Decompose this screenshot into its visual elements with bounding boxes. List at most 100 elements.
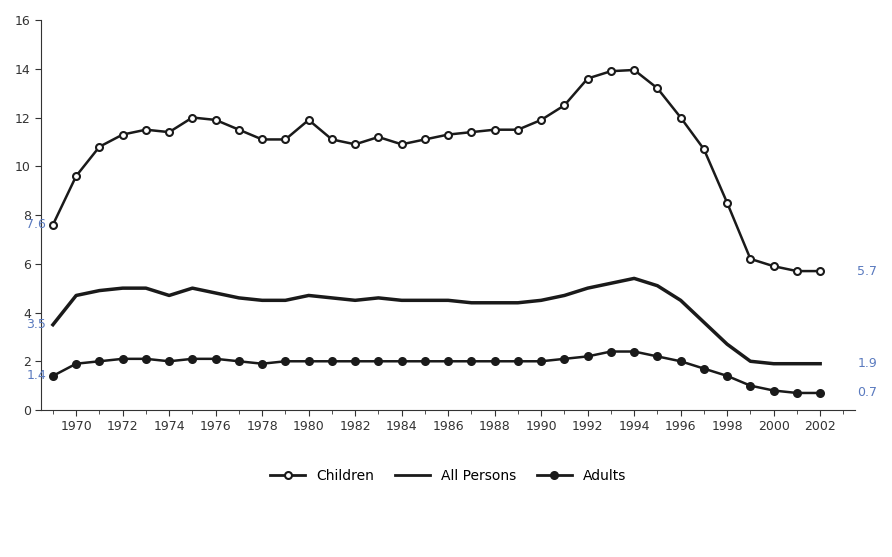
Adults xyxy=(442,358,453,365)
Adults xyxy=(745,382,756,389)
Children xyxy=(606,68,616,75)
Adults xyxy=(629,348,640,355)
Children xyxy=(373,134,384,140)
All Persons xyxy=(419,297,430,304)
Text: 7.6: 7.6 xyxy=(26,218,46,231)
All Persons xyxy=(675,297,686,304)
All Persons xyxy=(326,295,337,301)
Adults xyxy=(47,373,58,379)
All Persons xyxy=(187,285,198,291)
Children xyxy=(164,129,175,135)
All Persons xyxy=(164,292,175,299)
Children xyxy=(768,263,779,270)
Children xyxy=(234,126,244,133)
All Persons xyxy=(442,297,453,304)
Adults xyxy=(373,358,384,365)
All Persons xyxy=(303,292,314,299)
Children xyxy=(350,141,360,148)
Children xyxy=(536,116,547,123)
Adults xyxy=(396,358,407,365)
Children xyxy=(513,126,524,133)
All Persons xyxy=(652,282,663,289)
Adults xyxy=(234,358,244,365)
All Persons xyxy=(791,360,802,367)
Children xyxy=(211,116,221,123)
Adults xyxy=(419,358,430,365)
Adults xyxy=(513,358,524,365)
Adults xyxy=(582,353,593,360)
All Persons xyxy=(582,285,593,291)
All Persons xyxy=(70,292,81,299)
Children xyxy=(722,199,732,206)
Adults xyxy=(164,358,175,365)
Adults xyxy=(94,358,104,365)
Children xyxy=(47,222,58,228)
All Persons xyxy=(698,319,709,326)
Text: 1.4: 1.4 xyxy=(26,369,46,383)
Children xyxy=(396,141,407,148)
All Persons xyxy=(373,295,384,301)
Text: 3.5: 3.5 xyxy=(26,318,46,331)
All Persons xyxy=(211,290,221,296)
All Persons xyxy=(141,285,152,291)
All Persons xyxy=(606,280,616,287)
All Persons xyxy=(559,292,570,299)
Children xyxy=(257,136,268,143)
Adults xyxy=(536,358,547,365)
Children xyxy=(490,126,500,133)
Adults xyxy=(490,358,500,365)
All Persons xyxy=(280,297,291,304)
Adults xyxy=(187,355,198,362)
Children xyxy=(70,173,81,179)
Line: Adults: Adults xyxy=(49,348,823,397)
Adults xyxy=(814,390,825,397)
Children xyxy=(326,136,337,143)
All Persons xyxy=(536,297,547,304)
Adults xyxy=(698,365,709,372)
Adults xyxy=(70,360,81,367)
All Persons xyxy=(768,360,779,367)
Adults xyxy=(768,387,779,394)
Adults xyxy=(675,358,686,365)
All Persons xyxy=(745,358,756,365)
All Persons xyxy=(47,321,58,328)
Adults xyxy=(722,373,732,379)
All Persons xyxy=(234,295,244,301)
All Persons xyxy=(350,297,360,304)
Children xyxy=(187,114,198,121)
Text: 0.7: 0.7 xyxy=(857,387,878,399)
Children xyxy=(791,268,802,275)
All Persons xyxy=(490,300,500,306)
Adults xyxy=(559,355,570,362)
Children xyxy=(94,143,104,150)
All Persons xyxy=(466,300,476,306)
Adults xyxy=(606,348,616,355)
Adults xyxy=(141,355,152,362)
Adults xyxy=(118,355,128,362)
Adults xyxy=(211,355,221,362)
Text: 1.9: 1.9 xyxy=(857,357,877,370)
All Persons xyxy=(629,275,640,282)
Children xyxy=(442,131,453,138)
Adults xyxy=(791,390,802,397)
All Persons xyxy=(513,300,524,306)
All Persons xyxy=(257,297,268,304)
Children xyxy=(466,129,476,135)
Children xyxy=(629,67,640,74)
Children xyxy=(814,268,825,275)
Line: Children: Children xyxy=(49,66,823,275)
Children xyxy=(675,114,686,121)
All Persons xyxy=(396,297,407,304)
Children xyxy=(652,85,663,91)
All Persons xyxy=(94,287,104,294)
Adults xyxy=(652,353,663,360)
Line: All Persons: All Persons xyxy=(53,278,820,364)
Children xyxy=(303,116,314,123)
Adults xyxy=(350,358,360,365)
Children xyxy=(118,131,128,138)
Children xyxy=(745,256,756,262)
Children xyxy=(280,136,291,143)
Adults xyxy=(303,358,314,365)
Children xyxy=(698,146,709,153)
Text: 5.7: 5.7 xyxy=(857,265,878,277)
